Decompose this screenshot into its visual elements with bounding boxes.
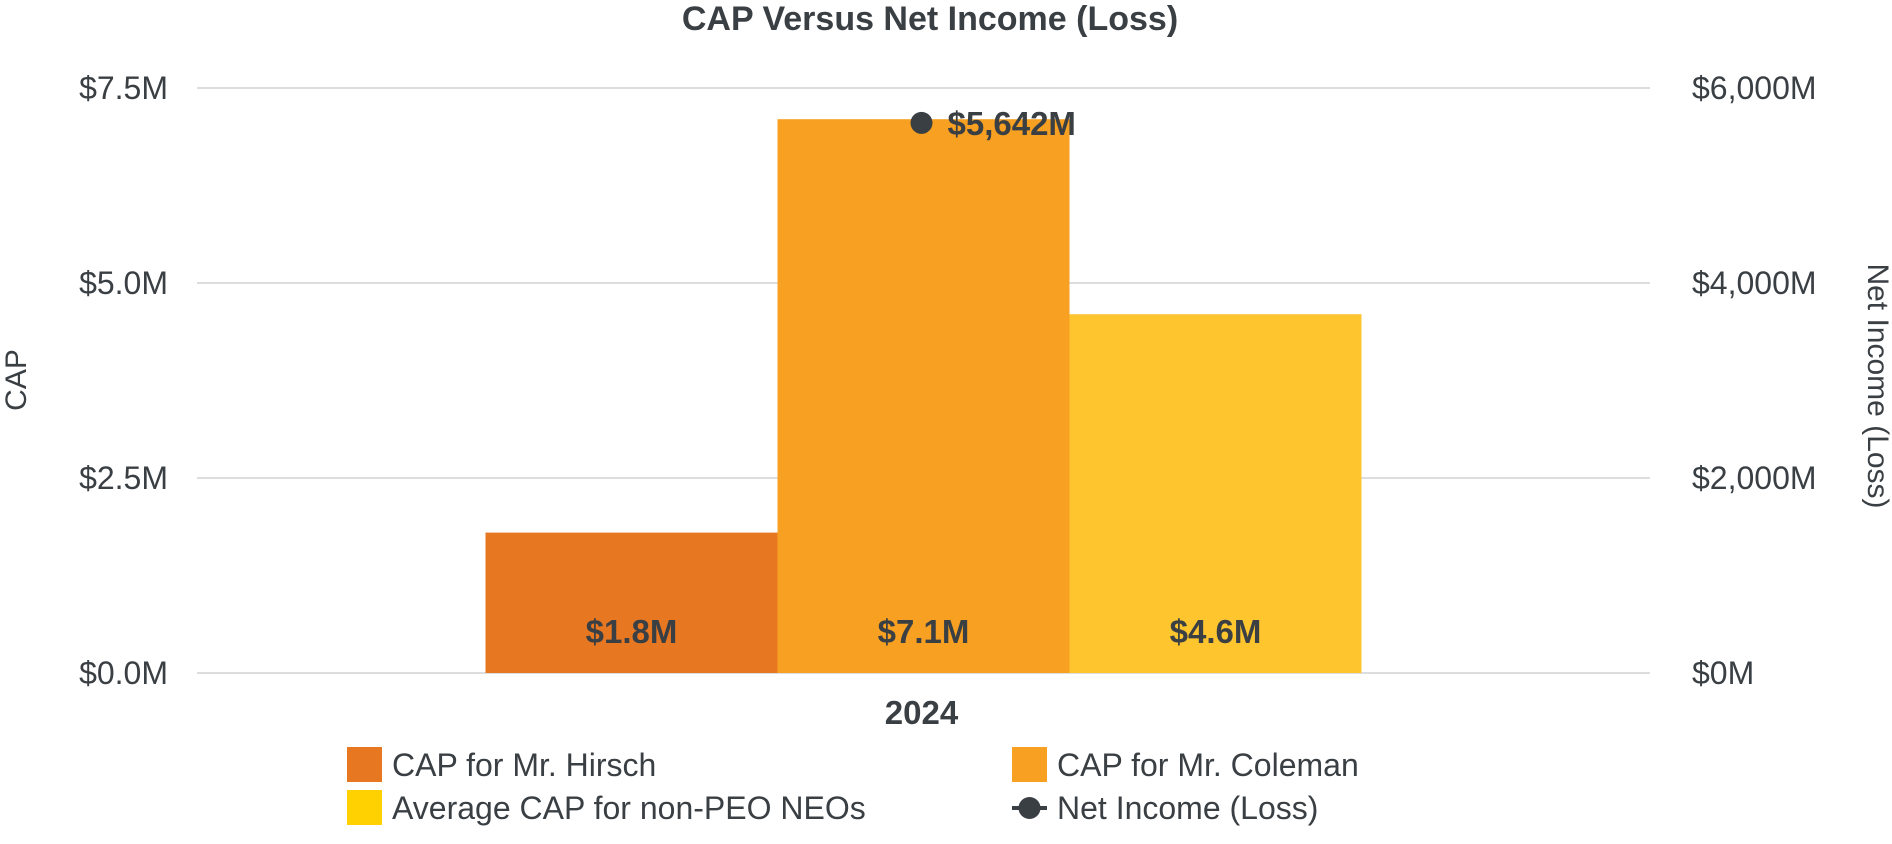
y2-tick-label: $6,000M: [1692, 70, 1817, 106]
bar-label: $7.1M: [878, 613, 970, 650]
legend-label-4: Net Income (Loss): [1057, 790, 1318, 826]
legend-label-2: CAP for Mr. Coleman: [1057, 747, 1359, 783]
legend-marker-dot: [1018, 797, 1041, 819]
legend-swatch-3: [347, 790, 382, 825]
legend-label-1: CAP for Mr. Hirsch: [392, 747, 656, 783]
y-tick-label: $7.5M: [79, 70, 168, 106]
y-axis-right: $0M $2,000M $4,000M $6,000M: [1692, 70, 1817, 691]
legend-label-3: Average CAP for non-PEO NEOs: [392, 790, 866, 826]
x-category-label: 2024: [885, 694, 959, 731]
bars: [485, 119, 1362, 673]
bar-2: [777, 119, 1070, 673]
chart-title: CAP Versus Net Income (Loss): [682, 0, 1178, 38]
net-income-label: $5,642M: [948, 105, 1076, 142]
bar-label: $4.6M: [1170, 613, 1262, 650]
y2-axis-title: Net Income (Loss): [1861, 263, 1892, 508]
y-axis-left: $0.0M $2.5M $5.0M $7.5M: [79, 70, 168, 691]
bar-labels: $1.8M $7.1M $4.6M: [586, 613, 1262, 650]
y-tick-label: $2.5M: [79, 460, 168, 496]
y2-tick-label: $0M: [1692, 655, 1754, 691]
legend-swatch-1: [347, 747, 382, 782]
legend-swatch-2: [1012, 747, 1047, 782]
y-axis-title: CAP: [0, 349, 33, 411]
legend: CAP for Mr. Hirsch CAP for Mr. Coleman Ave…: [347, 747, 1359, 826]
net-income-points: $5,642M: [910, 105, 1076, 142]
y-tick-label: $5.0M: [79, 265, 168, 301]
net-income-point: [910, 111, 933, 134]
bar-label: $1.8M: [586, 613, 678, 650]
bar-1: [485, 532, 778, 673]
y2-tick-label: $4,000M: [1692, 265, 1817, 301]
y-tick-label: $0.0M: [79, 655, 168, 691]
bar-3: [1069, 314, 1362, 673]
y2-tick-label: $2,000M: [1692, 460, 1817, 496]
x-axis-categories: 2024: [885, 694, 959, 731]
